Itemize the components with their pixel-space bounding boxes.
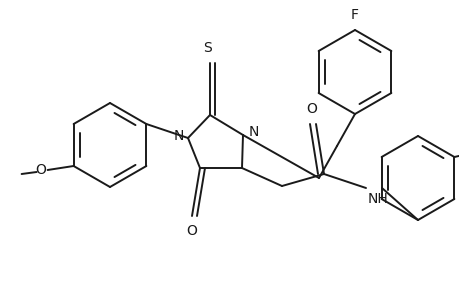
Text: NH: NH [367,192,388,206]
Text: O: O [186,224,197,238]
Text: N: N [173,129,184,143]
Text: O: O [35,163,45,177]
Text: N: N [248,125,259,139]
Text: O: O [306,102,317,116]
Text: S: S [203,41,212,55]
Text: F: F [350,8,358,22]
